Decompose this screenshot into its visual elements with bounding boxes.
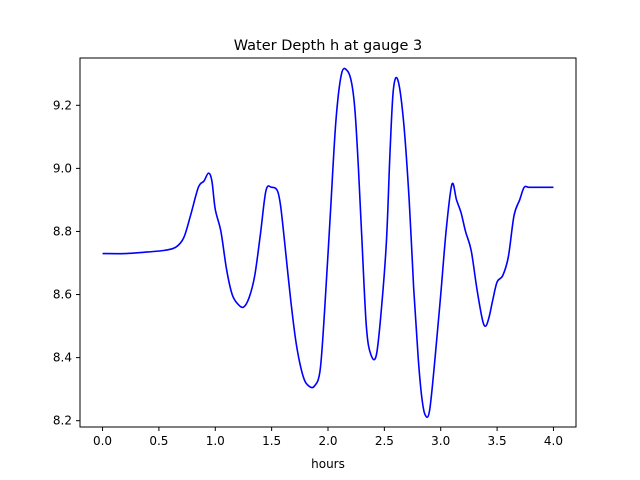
x-tick-label: 2.0 bbox=[318, 434, 337, 448]
x-tick-label: 1.5 bbox=[262, 434, 281, 448]
y-tick-label: 9.0 bbox=[53, 161, 72, 175]
x-tick-label: 1.0 bbox=[206, 434, 225, 448]
x-tick-label: 3.0 bbox=[431, 434, 450, 448]
x-axis-title: hours bbox=[311, 457, 345, 471]
x-tick-label: 2.5 bbox=[375, 434, 394, 448]
x-axis: 0.0 0.5 1.0 1.5 2.0 2.5 3.0 3.5 4.0 bbox=[93, 427, 563, 448]
y-tick-label: 8.2 bbox=[53, 414, 72, 428]
y-axis: 8.2 8.4 8.6 8.8 9.0 9.2 bbox=[53, 98, 80, 428]
x-tick-label: 0.5 bbox=[149, 434, 168, 448]
y-tick-label: 9.2 bbox=[53, 98, 72, 112]
x-tick-label: 0.0 bbox=[93, 434, 112, 448]
x-tick-label: 4.0 bbox=[544, 434, 563, 448]
series-layer bbox=[102, 67, 554, 419]
series-line bbox=[102, 67, 554, 419]
chart-title: Water Depth h at gauge 3 bbox=[234, 38, 422, 54]
x-tick-label: 3.5 bbox=[488, 434, 507, 448]
y-tick-label: 8.4 bbox=[53, 351, 72, 365]
y-tick-label: 8.8 bbox=[53, 224, 72, 238]
y-tick-label: 8.6 bbox=[53, 288, 72, 302]
